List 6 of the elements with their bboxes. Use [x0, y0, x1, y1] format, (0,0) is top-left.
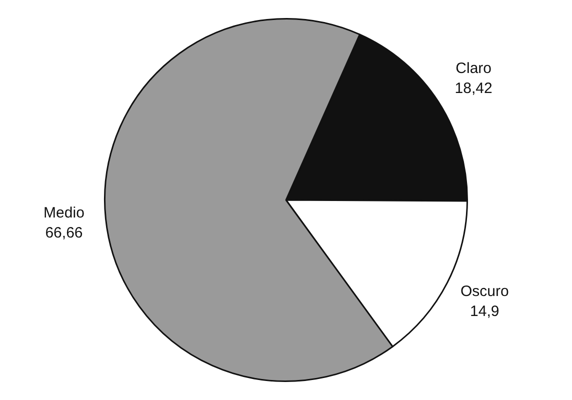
slice-label: Oscuro — [460, 283, 509, 300]
data-label: 14,9 — [470, 303, 500, 320]
slice-label: Claro — [456, 60, 492, 78]
slice-label: Medio — [44, 204, 84, 222]
data-label: 66,66 — [45, 224, 83, 242]
data-label: 18,42 — [454, 80, 492, 98]
